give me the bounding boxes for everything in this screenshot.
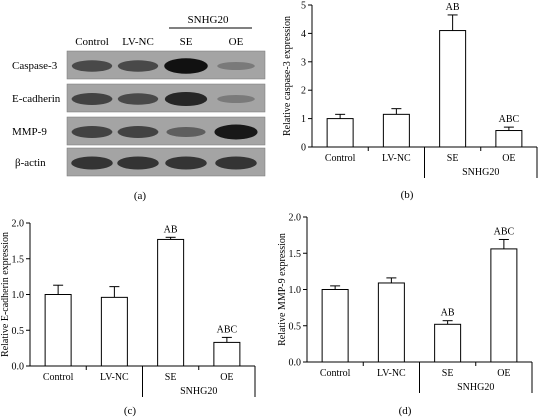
wb-band xyxy=(117,60,159,72)
wb-lane-label: Control xyxy=(75,36,109,48)
bar xyxy=(439,30,467,148)
bar xyxy=(434,323,462,363)
y-tick-label: 1.0 xyxy=(289,285,302,296)
wb-lane-label: LV-NC xyxy=(122,36,154,48)
significance-label: AB xyxy=(441,308,455,319)
bar xyxy=(321,289,349,363)
y-tick-label: 0.5 xyxy=(12,326,25,337)
wb-protein-label: MMP-9 xyxy=(12,126,47,138)
x-tick-label: LV-NC xyxy=(382,153,411,164)
x-tick-label: Control xyxy=(43,372,74,383)
y-tick-label: 3 xyxy=(301,57,306,68)
wb-band xyxy=(165,156,207,170)
y-tick-label: 1.5 xyxy=(12,254,25,265)
bar xyxy=(213,341,241,367)
significance-label: AB xyxy=(446,2,460,13)
y-axis-label: Relative E-cadherin expression xyxy=(0,232,11,357)
x-tick-label: LV-NC xyxy=(377,368,406,379)
wb-band xyxy=(215,156,257,170)
panel-d-caption: (d) xyxy=(399,405,412,417)
y-axis-label: Relative MMP-9 expression xyxy=(277,233,288,346)
wb-band xyxy=(117,93,159,105)
wb-row: E-cadherin xyxy=(12,83,266,113)
wb-band xyxy=(166,127,206,137)
significance-label: ABC xyxy=(217,324,238,335)
significance-label: ABC xyxy=(494,226,515,237)
western-blot-panel: SNHG20 Control LV-NC SE OE Caspase-3 E-cadhe… xyxy=(12,14,266,202)
panel-b-caption: (b) xyxy=(401,189,414,201)
bar xyxy=(157,238,185,367)
y-tick-label: 2.0 xyxy=(289,213,302,224)
significance-label: ABC xyxy=(499,114,520,125)
significance-label: AB xyxy=(164,224,178,235)
wb-band xyxy=(217,62,255,70)
y-tick-label: 5 xyxy=(301,1,306,12)
wb-band xyxy=(214,124,258,140)
group-label: SNHG20 xyxy=(457,382,494,393)
x-tick-label: LV-NC xyxy=(100,372,129,383)
wb-band xyxy=(71,126,113,138)
wb-row: MMP-9 xyxy=(12,116,266,146)
y-tick-label: 1.0 xyxy=(12,290,25,301)
y-tick-label: 4 xyxy=(301,29,306,40)
bar xyxy=(44,294,72,367)
wb-band xyxy=(164,92,208,106)
wb-protein-label: E-cadherin xyxy=(12,93,61,105)
wb-band xyxy=(71,156,113,170)
x-tick-label: OE xyxy=(497,368,510,379)
wb-lane-label: OE xyxy=(229,36,244,48)
wb-row: Caspase-3 xyxy=(12,50,266,80)
wb-band xyxy=(71,60,113,72)
y-tick-label: 0.0 xyxy=(12,362,25,373)
x-tick-label: Control xyxy=(325,153,356,164)
wb-band xyxy=(217,95,255,103)
y-tick-label: 1 xyxy=(301,114,306,125)
wb-row: β-actin xyxy=(15,147,266,177)
y-tick-label: 2 xyxy=(301,86,306,97)
wb-band xyxy=(117,156,159,170)
x-tick-label: OE xyxy=(502,153,515,164)
bar xyxy=(326,118,354,148)
bar xyxy=(490,248,518,363)
bar xyxy=(100,296,128,367)
wb-band xyxy=(117,126,159,138)
x-tick-label: SE xyxy=(447,153,459,164)
bar xyxy=(495,130,523,148)
chart-caspase-3: 0 1 2 3 4 5 Relative caspase-3 expression Contr… xyxy=(282,1,538,178)
wb-lane-label: SE xyxy=(180,36,193,48)
y-tick-label: 1.5 xyxy=(289,249,302,260)
wb-band xyxy=(164,58,208,74)
y-axis-label: Relative caspase-3 expression xyxy=(282,16,293,136)
bar xyxy=(377,282,405,363)
wb-protein-label: β-actin xyxy=(15,157,46,169)
x-tick-label: OE xyxy=(220,372,233,383)
y-tick-label: 2.0 xyxy=(12,219,25,230)
wb-protein-label: Caspase-3 xyxy=(12,60,58,72)
y-tick-label: 0.5 xyxy=(289,321,302,332)
y-tick-label: 0.0 xyxy=(289,358,302,369)
wb-group-label: SNHG20 xyxy=(188,14,229,26)
wb-band xyxy=(71,93,113,105)
x-tick-label: Control xyxy=(320,368,351,379)
group-label: SNHG20 xyxy=(462,167,499,178)
panel-c-caption: (c) xyxy=(124,405,137,417)
x-tick-label: SE xyxy=(442,368,454,379)
x-tick-label: SE xyxy=(165,372,177,383)
panel-a-caption: (a) xyxy=(134,190,147,202)
y-tick-label: 0 xyxy=(301,143,306,154)
group-label: SNHG20 xyxy=(180,386,217,397)
bar xyxy=(382,113,410,148)
